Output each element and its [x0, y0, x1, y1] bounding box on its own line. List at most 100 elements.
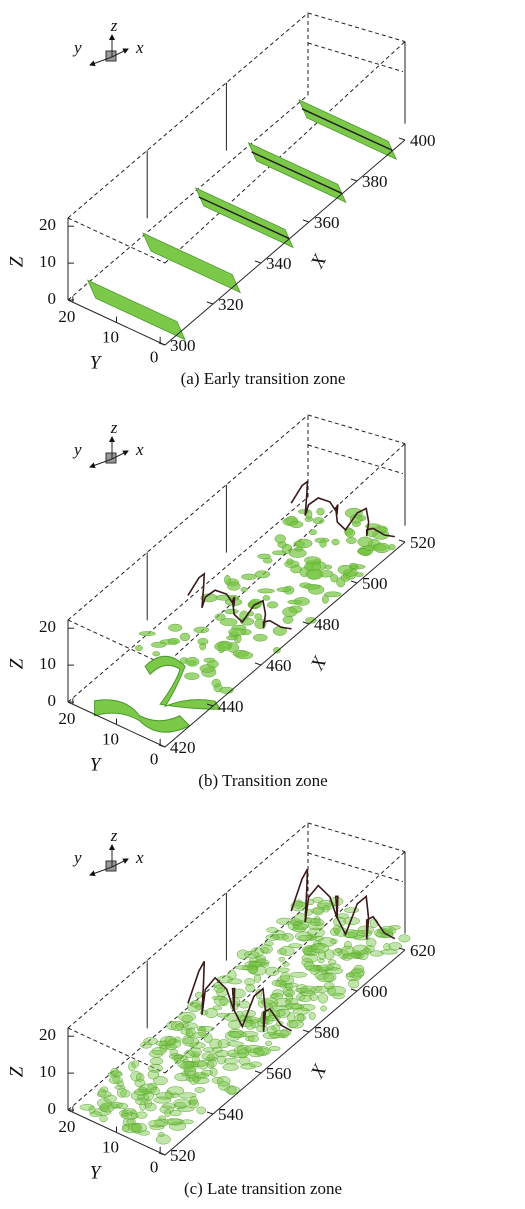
vortex-blob [258, 589, 275, 593]
vortex-blob [317, 974, 334, 982]
box-edge [308, 853, 403, 882]
vortex-blob [333, 993, 345, 999]
vortex-sheet [143, 233, 240, 292]
vortex-blob [154, 1097, 172, 1103]
flow-structures [95, 482, 396, 733]
vortex-blob [224, 575, 230, 584]
x-tick-label: 400 [410, 131, 436, 150]
x-tick-label: 460 [266, 656, 292, 675]
vortex-blob [374, 543, 390, 553]
vortex-blob [186, 1028, 195, 1036]
vortex-blob [294, 597, 310, 605]
vortex-blob [343, 953, 359, 958]
vortex-blob [115, 1085, 125, 1089]
y-tick-label: 0 [150, 750, 159, 769]
vortex-blob [177, 1107, 193, 1112]
vortex-blob [152, 1047, 167, 1054]
vortex-blob [263, 595, 270, 600]
vortex-blob [184, 673, 199, 680]
vortex-blob [195, 992, 202, 998]
z-axis-label: Z [6, 256, 27, 267]
vortex-blob [223, 1064, 239, 1071]
y-axis-label: Y [90, 352, 103, 373]
vortex-blob [333, 925, 340, 934]
y-tick-label: 10 [102, 1137, 119, 1156]
triad-z: z [110, 826, 118, 845]
x-tick [303, 220, 309, 222]
vortex-blob [180, 633, 190, 641]
vortex-blob [197, 1107, 206, 1114]
vortex-blob [186, 657, 200, 666]
vortex-blob [168, 624, 182, 631]
x-tick [255, 663, 261, 665]
vortex-blob [237, 950, 249, 959]
x-tick [351, 581, 357, 583]
x-tick-label: 380 [362, 172, 388, 191]
z-tick-label: 20 [39, 215, 56, 234]
y-tick-label: 20 [58, 307, 75, 326]
x-tick [255, 261, 261, 263]
x-tick-label: 580 [314, 1023, 340, 1042]
vortex-blob [228, 1020, 240, 1029]
box-edge [308, 415, 405, 444]
x-tick [255, 1071, 261, 1073]
vortex-blob [267, 1026, 276, 1035]
vortex-blob [257, 1025, 268, 1032]
vortex-blob [253, 634, 267, 641]
vortex-blob [149, 1120, 166, 1127]
vortex-blob [217, 1013, 229, 1017]
box-edge [308, 823, 405, 852]
vortex-blob [261, 945, 273, 954]
vortex-blob [310, 994, 318, 1001]
vortex-blob [399, 935, 410, 942]
y-tick-label: 20 [58, 709, 75, 728]
vortex-blob [286, 993, 293, 1002]
y-axis-label: Y [90, 754, 103, 775]
vortex-blob [267, 602, 278, 608]
vortex-blob [321, 1006, 327, 1011]
vortex-blob [121, 1090, 131, 1097]
x-tick-label: 360 [314, 213, 340, 232]
vortex-blob [348, 979, 359, 988]
vortex-blob [304, 557, 320, 564]
vortex-blob [330, 939, 337, 944]
vortex-blob [197, 1026, 205, 1031]
vortex-blob [229, 1031, 247, 1037]
triad-x: x [135, 38, 144, 57]
vortex-blob [290, 972, 307, 977]
vortex-blob [332, 539, 340, 545]
vortex-blob [178, 1012, 195, 1021]
x-tick [303, 1030, 309, 1032]
vortex-blob [153, 651, 160, 656]
vortex-blob [280, 972, 289, 982]
vortex-blob [286, 983, 293, 990]
x-tick-label: 520 [170, 1146, 196, 1165]
vortex-blob [135, 645, 142, 650]
vortex-blob [277, 588, 291, 592]
vortex-blob [215, 614, 225, 621]
vortex-blob [168, 638, 180, 644]
vortex-blob [181, 1120, 194, 1124]
z-tick-label: 0 [48, 289, 57, 308]
vortex-blob [228, 628, 245, 635]
caption: (b) Transition zone [198, 771, 327, 790]
caption: (a) Early transition zone [181, 369, 346, 388]
panel: 4204404604805005202010001020ZYXzyx(b) Tr… [6, 415, 435, 790]
vortex-blob [346, 973, 355, 977]
vortex-blob [384, 943, 391, 950]
vortex-blob [224, 1058, 238, 1064]
x-tick-label: 340 [266, 254, 292, 273]
z-axis-label: Z [6, 658, 27, 669]
vortex-blob [216, 1050, 229, 1057]
vortex-blob [350, 514, 362, 523]
vortex-blob [111, 1068, 119, 1075]
vortex-blob [158, 1132, 165, 1136]
vortex-blob [178, 1061, 194, 1068]
vortex-blob [201, 1070, 212, 1075]
vortex-blob [150, 1057, 163, 1064]
vortex-blob [265, 1041, 272, 1046]
vortex-blob [208, 1054, 215, 1060]
vortex-blob [363, 948, 371, 954]
triad-z: z [110, 418, 118, 437]
vortex-blob [265, 967, 279, 976]
